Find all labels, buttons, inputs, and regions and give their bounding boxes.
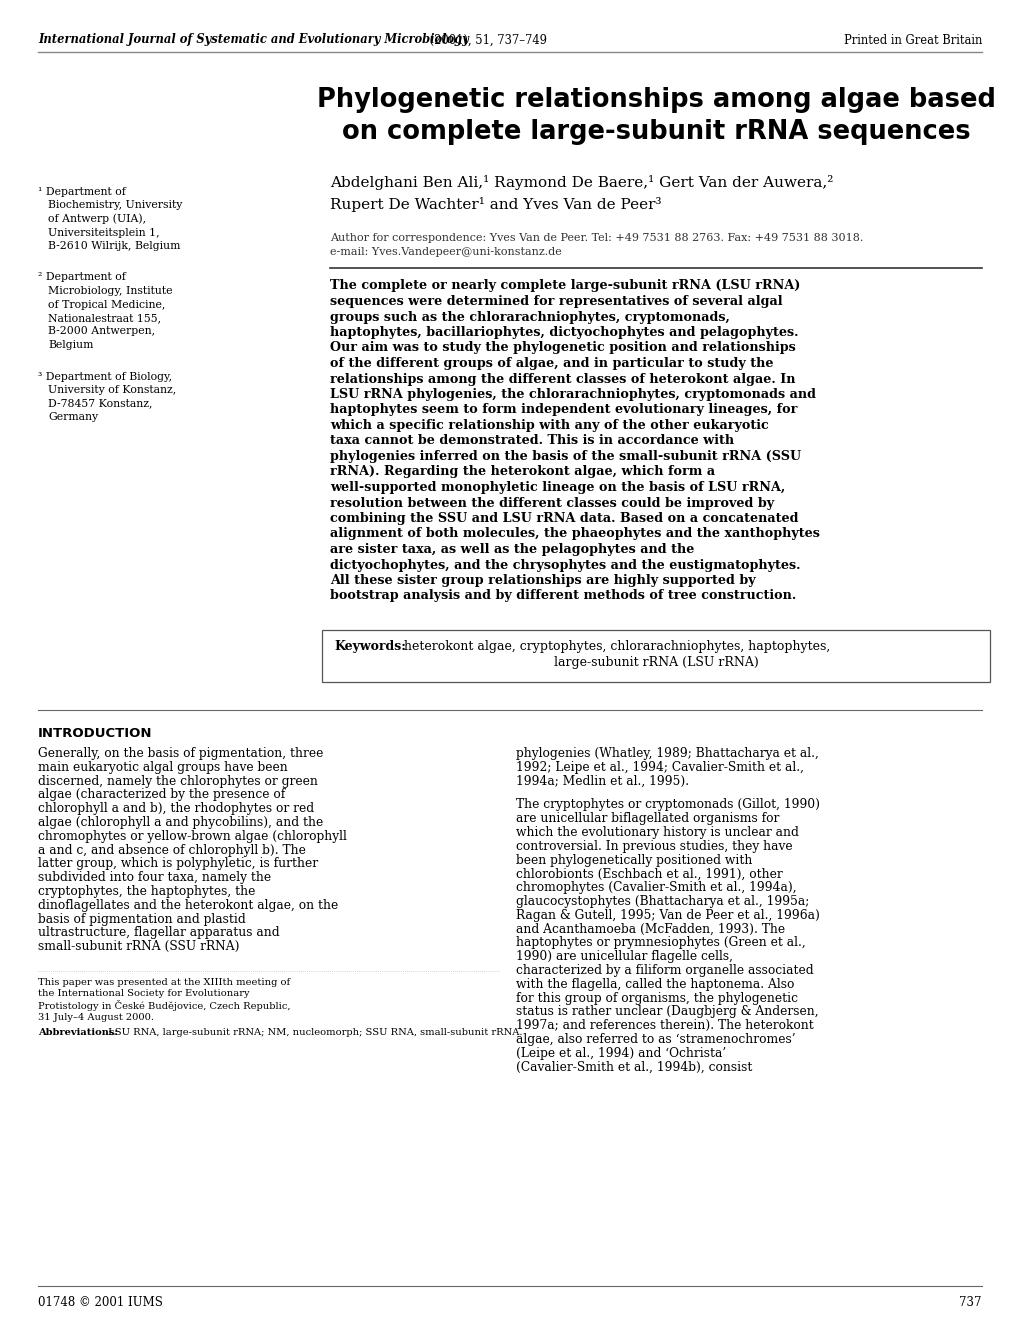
Text: heterokont algae, cryptophytes, chlorarachniophytes, haptophytes,: heterokont algae, cryptophytes, chlorara… [395,640,829,653]
Text: are sister taxa, as well as the pelagophytes and the: are sister taxa, as well as the pelagoph… [330,543,694,556]
Text: 737: 737 [959,1295,981,1308]
Text: well-supported monophyletic lineage on the basis of LSU rRNA,: well-supported monophyletic lineage on t… [330,480,785,494]
Text: controversial. In previous studies, they have: controversial. In previous studies, they… [516,840,792,853]
Text: haptophytes or prymnesiophytes (Green et al.,: haptophytes or prymnesiophytes (Green et… [516,936,805,949]
Text: basis of pigmentation and plastid: basis of pigmentation and plastid [38,912,246,925]
Text: relationships among the different classes of heterokont algae. In: relationships among the different classe… [330,372,795,385]
Text: of the different groups of algae, and in particular to study the: of the different groups of algae, and in… [330,356,772,370]
Bar [322,630,989,681]
Text: rRNA). Regarding the heterokont algae, which form a: rRNA). Regarding the heterokont algae, w… [330,466,714,479]
Text: Abbreviations:: Abbreviations: [38,1028,118,1038]
Text: 1997a; and references therein). The heterokont: 1997a; and references therein). The hete… [516,1019,813,1032]
Text: B-2000 Antwerpen,: B-2000 Antwerpen, [48,326,155,337]
Text: cryptophytes, the haptophytes, the: cryptophytes, the haptophytes, the [38,884,255,898]
Text: chromophytes (Cavalier-Smith et al., 1994a),: chromophytes (Cavalier-Smith et al., 199… [516,882,796,894]
Text: Protistology in České Budějovice, Czech Republic,: Protistology in České Budějovice, Czech … [38,1001,290,1011]
Text: characterized by a filiform organelle associated: characterized by a filiform organelle as… [516,964,813,977]
Text: The complete or nearly complete large-subunit rRNA (LSU rRNA): The complete or nearly complete large-su… [330,280,800,293]
Text: resolution between the different classes could be improved by: resolution between the different classes… [330,496,773,510]
Text: subdivided into four taxa, namely the: subdivided into four taxa, namely the [38,871,271,884]
Text: Universiteitsplein 1,: Universiteitsplein 1, [48,227,159,238]
Text: 1992; Leipe et al., 1994; Cavalier-Smith et al.,: 1992; Leipe et al., 1994; Cavalier-Smith… [516,760,803,774]
Text: glaucocystophytes (Bhattacharya et al., 1995a;: glaucocystophytes (Bhattacharya et al., … [516,895,809,908]
Text: e-mail: Yves.Vandepeer@uni-konstanz.de: e-mail: Yves.Vandepeer@uni-konstanz.de [330,247,561,257]
Text: 1990) are unicellular flagelle cells,: 1990) are unicellular flagelle cells, [516,950,733,964]
Text: which a specific relationship with any of the other eukaryotic: which a specific relationship with any o… [330,418,768,432]
Text: Belgium: Belgium [48,341,94,350]
Text: (2001), 51, 737–749: (2001), 51, 737–749 [426,33,546,46]
Text: University of Konstanz,: University of Konstanz, [48,385,176,395]
Text: Nationalestraat 155,: Nationalestraat 155, [48,313,161,323]
Text: Author for correspondence: Yves Van de Peer. Tel: +49 7531 88 2763. Fax: +49 753: Author for correspondence: Yves Van de P… [330,234,862,243]
Text: the International Society for Evolutionary: the International Society for Evolutiona… [38,990,250,998]
Text: 1994a; Medlin et al., 1995).: 1994a; Medlin et al., 1995). [516,775,689,788]
Text: algae (chlorophyll a and phycobilins), and the: algae (chlorophyll a and phycobilins), a… [38,816,323,829]
Text: ¹ Department of: ¹ Department of [38,187,125,197]
Text: main eukaryotic algal groups have been: main eukaryotic algal groups have been [38,760,287,774]
Text: of Antwerp (UIA),: of Antwerp (UIA), [48,214,146,224]
Text: Generally, on the basis of pigmentation, three: Generally, on the basis of pigmentation,… [38,747,323,760]
Text: ultrastructure, flagellar apparatus and: ultrastructure, flagellar apparatus and [38,927,279,940]
Text: alignment of both molecules, the phaeophytes and the xanthophytes: alignment of both molecules, the phaeoph… [330,528,819,540]
Text: discerned, namely the chlorophytes or green: discerned, namely the chlorophytes or gr… [38,775,318,788]
Text: dictyochophytes, and the chrysophytes and the eustigmatophytes.: dictyochophytes, and the chrysophytes an… [330,558,800,572]
Text: and Acanthamoeba (McFadden, 1993). The: and Acanthamoeba (McFadden, 1993). The [516,923,785,936]
Text: International Journal of Systematic and Evolutionary Microbiology: International Journal of Systematic and … [38,33,469,46]
Text: dinoflagellates and the heterokont algae, on the: dinoflagellates and the heterokont algae… [38,899,338,912]
Text: Our aim was to study the phylogenetic position and relationships: Our aim was to study the phylogenetic po… [330,342,795,355]
Text: sequences were determined for representatives of several algal: sequences were determined for representa… [330,294,782,308]
Text: algae, also referred to as ‘stramenochromes’: algae, also referred to as ‘stramenochro… [516,1034,795,1045]
Text: phylogenies (Whatley, 1989; Bhattacharya et al.,: phylogenies (Whatley, 1989; Bhattacharya… [516,747,818,760]
Text: phylogenies inferred on the basis of the small-subunit rRNA (SSU: phylogenies inferred on the basis of the… [330,450,800,463]
Text: 01748 © 2001 IUMS: 01748 © 2001 IUMS [38,1295,163,1308]
Text: Biochemistry, University: Biochemistry, University [48,201,182,210]
Text: for this group of organisms, the phylogenetic: for this group of organisms, the phyloge… [516,991,797,1005]
Text: been phylogenetically positioned with: been phylogenetically positioned with [516,854,752,867]
Text: LSU RNA, large-subunit rRNA; NM, nucleomorph; SSU RNA, small-subunit rRNA.: LSU RNA, large-subunit rRNA; NM, nucleom… [105,1028,522,1038]
Text: status is rather unclear (Daugbjerg & Andersen,: status is rather unclear (Daugbjerg & An… [516,1006,818,1019]
Text: Printed in Great Britain: Printed in Great Britain [843,33,981,46]
Text: on complete large-subunit rRNA sequences: on complete large-subunit rRNA sequences [341,119,969,145]
Text: All these sister group relationships are highly supported by: All these sister group relationships are… [330,574,755,587]
Text: ² Department of: ² Department of [38,272,125,282]
Text: This paper was presented at the XIIIth meeting of: This paper was presented at the XIIIth m… [38,978,290,987]
Text: small-subunit rRNA (SSU rRNA): small-subunit rRNA (SSU rRNA) [38,940,239,953]
Text: a and c, and absence of chlorophyll b). The: a and c, and absence of chlorophyll b). … [38,843,306,857]
Text: which the evolutionary history is unclear and: which the evolutionary history is unclea… [516,826,798,840]
Text: combining the SSU and LSU rRNA data. Based on a concatenated: combining the SSU and LSU rRNA data. Bas… [330,512,798,525]
Text: haptophytes, bacillariophytes, dictyochophytes and pelagophytes.: haptophytes, bacillariophytes, dictyocho… [330,326,798,339]
Text: Germany: Germany [48,412,98,422]
Text: Abdelghani Ben Ali,¹ Raymond De Baere,¹ Gert Van der Auwera,²: Abdelghani Ben Ali,¹ Raymond De Baere,¹ … [330,174,833,190]
Text: B-2610 Wilrijk, Belgium: B-2610 Wilrijk, Belgium [48,242,180,251]
Text: ³ Department of Biology,: ³ Department of Biology, [38,371,172,381]
Text: chlorobionts (Eschbach et al., 1991), other: chlorobionts (Eschbach et al., 1991), ot… [516,867,782,880]
Text: taxa cannot be demonstrated. This is in accordance with: taxa cannot be demonstrated. This is in … [330,434,734,447]
Text: algae (characterized by the presence of: algae (characterized by the presence of [38,788,285,801]
Text: INTRODUCTION: INTRODUCTION [38,727,153,741]
Text: 31 July–4 August 2000.: 31 July–4 August 2000. [38,1012,154,1022]
Text: are unicellular biflagellated organisms for: are unicellular biflagellated organisms … [516,812,779,825]
Text: The cryptophytes or cryptomonads (Gillot, 1990): The cryptophytes or cryptomonads (Gillot… [516,799,819,812]
Text: haptophytes seem to form independent evolutionary lineages, for: haptophytes seem to form independent evo… [330,404,797,417]
Text: LSU rRNA phylogenies, the chlorarachniophytes, cryptomonads and: LSU rRNA phylogenies, the chlorarachniop… [330,388,815,401]
Text: bootstrap analysis and by different methods of tree construction.: bootstrap analysis and by different meth… [330,590,796,602]
Text: groups such as the chlorarachniophytes, cryptomonads,: groups such as the chlorarachniophytes, … [330,310,730,323]
Text: Rupert De Wachter¹ and Yves Van de Peer³: Rupert De Wachter¹ and Yves Van de Peer³ [330,197,661,211]
Text: (Leipe et al., 1994) and ‘Ochrista’: (Leipe et al., 1994) and ‘Ochrista’ [516,1047,726,1060]
Text: Keywords:: Keywords: [333,640,406,653]
Text: D-78457 Konstanz,: D-78457 Konstanz, [48,399,153,408]
Text: large-subunit rRNA (LSU rRNA): large-subunit rRNA (LSU rRNA) [553,656,758,669]
Text: chlorophyll a and b), the rhodophytes or red: chlorophyll a and b), the rhodophytes or… [38,803,314,816]
Text: latter group, which is polyphyletic, is further: latter group, which is polyphyletic, is … [38,858,318,870]
Text: Phylogenetic relationships among algae based: Phylogenetic relationships among algae b… [316,87,995,114]
Text: (Cavalier-Smith et al., 1994b), consist: (Cavalier-Smith et al., 1994b), consist [516,1060,752,1073]
Text: Ragan & Gutell, 1995; Van de Peer et al., 1996a): Ragan & Gutell, 1995; Van de Peer et al.… [516,908,819,921]
Text: Microbiology, Institute: Microbiology, Institute [48,286,172,296]
Text: chromophytes or yellow-brown algae (chlorophyll: chromophytes or yellow-brown algae (chlo… [38,830,346,842]
Text: with the flagella, called the haptonema. Also: with the flagella, called the haptonema.… [516,978,794,991]
Text: of Tropical Medicine,: of Tropical Medicine, [48,300,165,309]
